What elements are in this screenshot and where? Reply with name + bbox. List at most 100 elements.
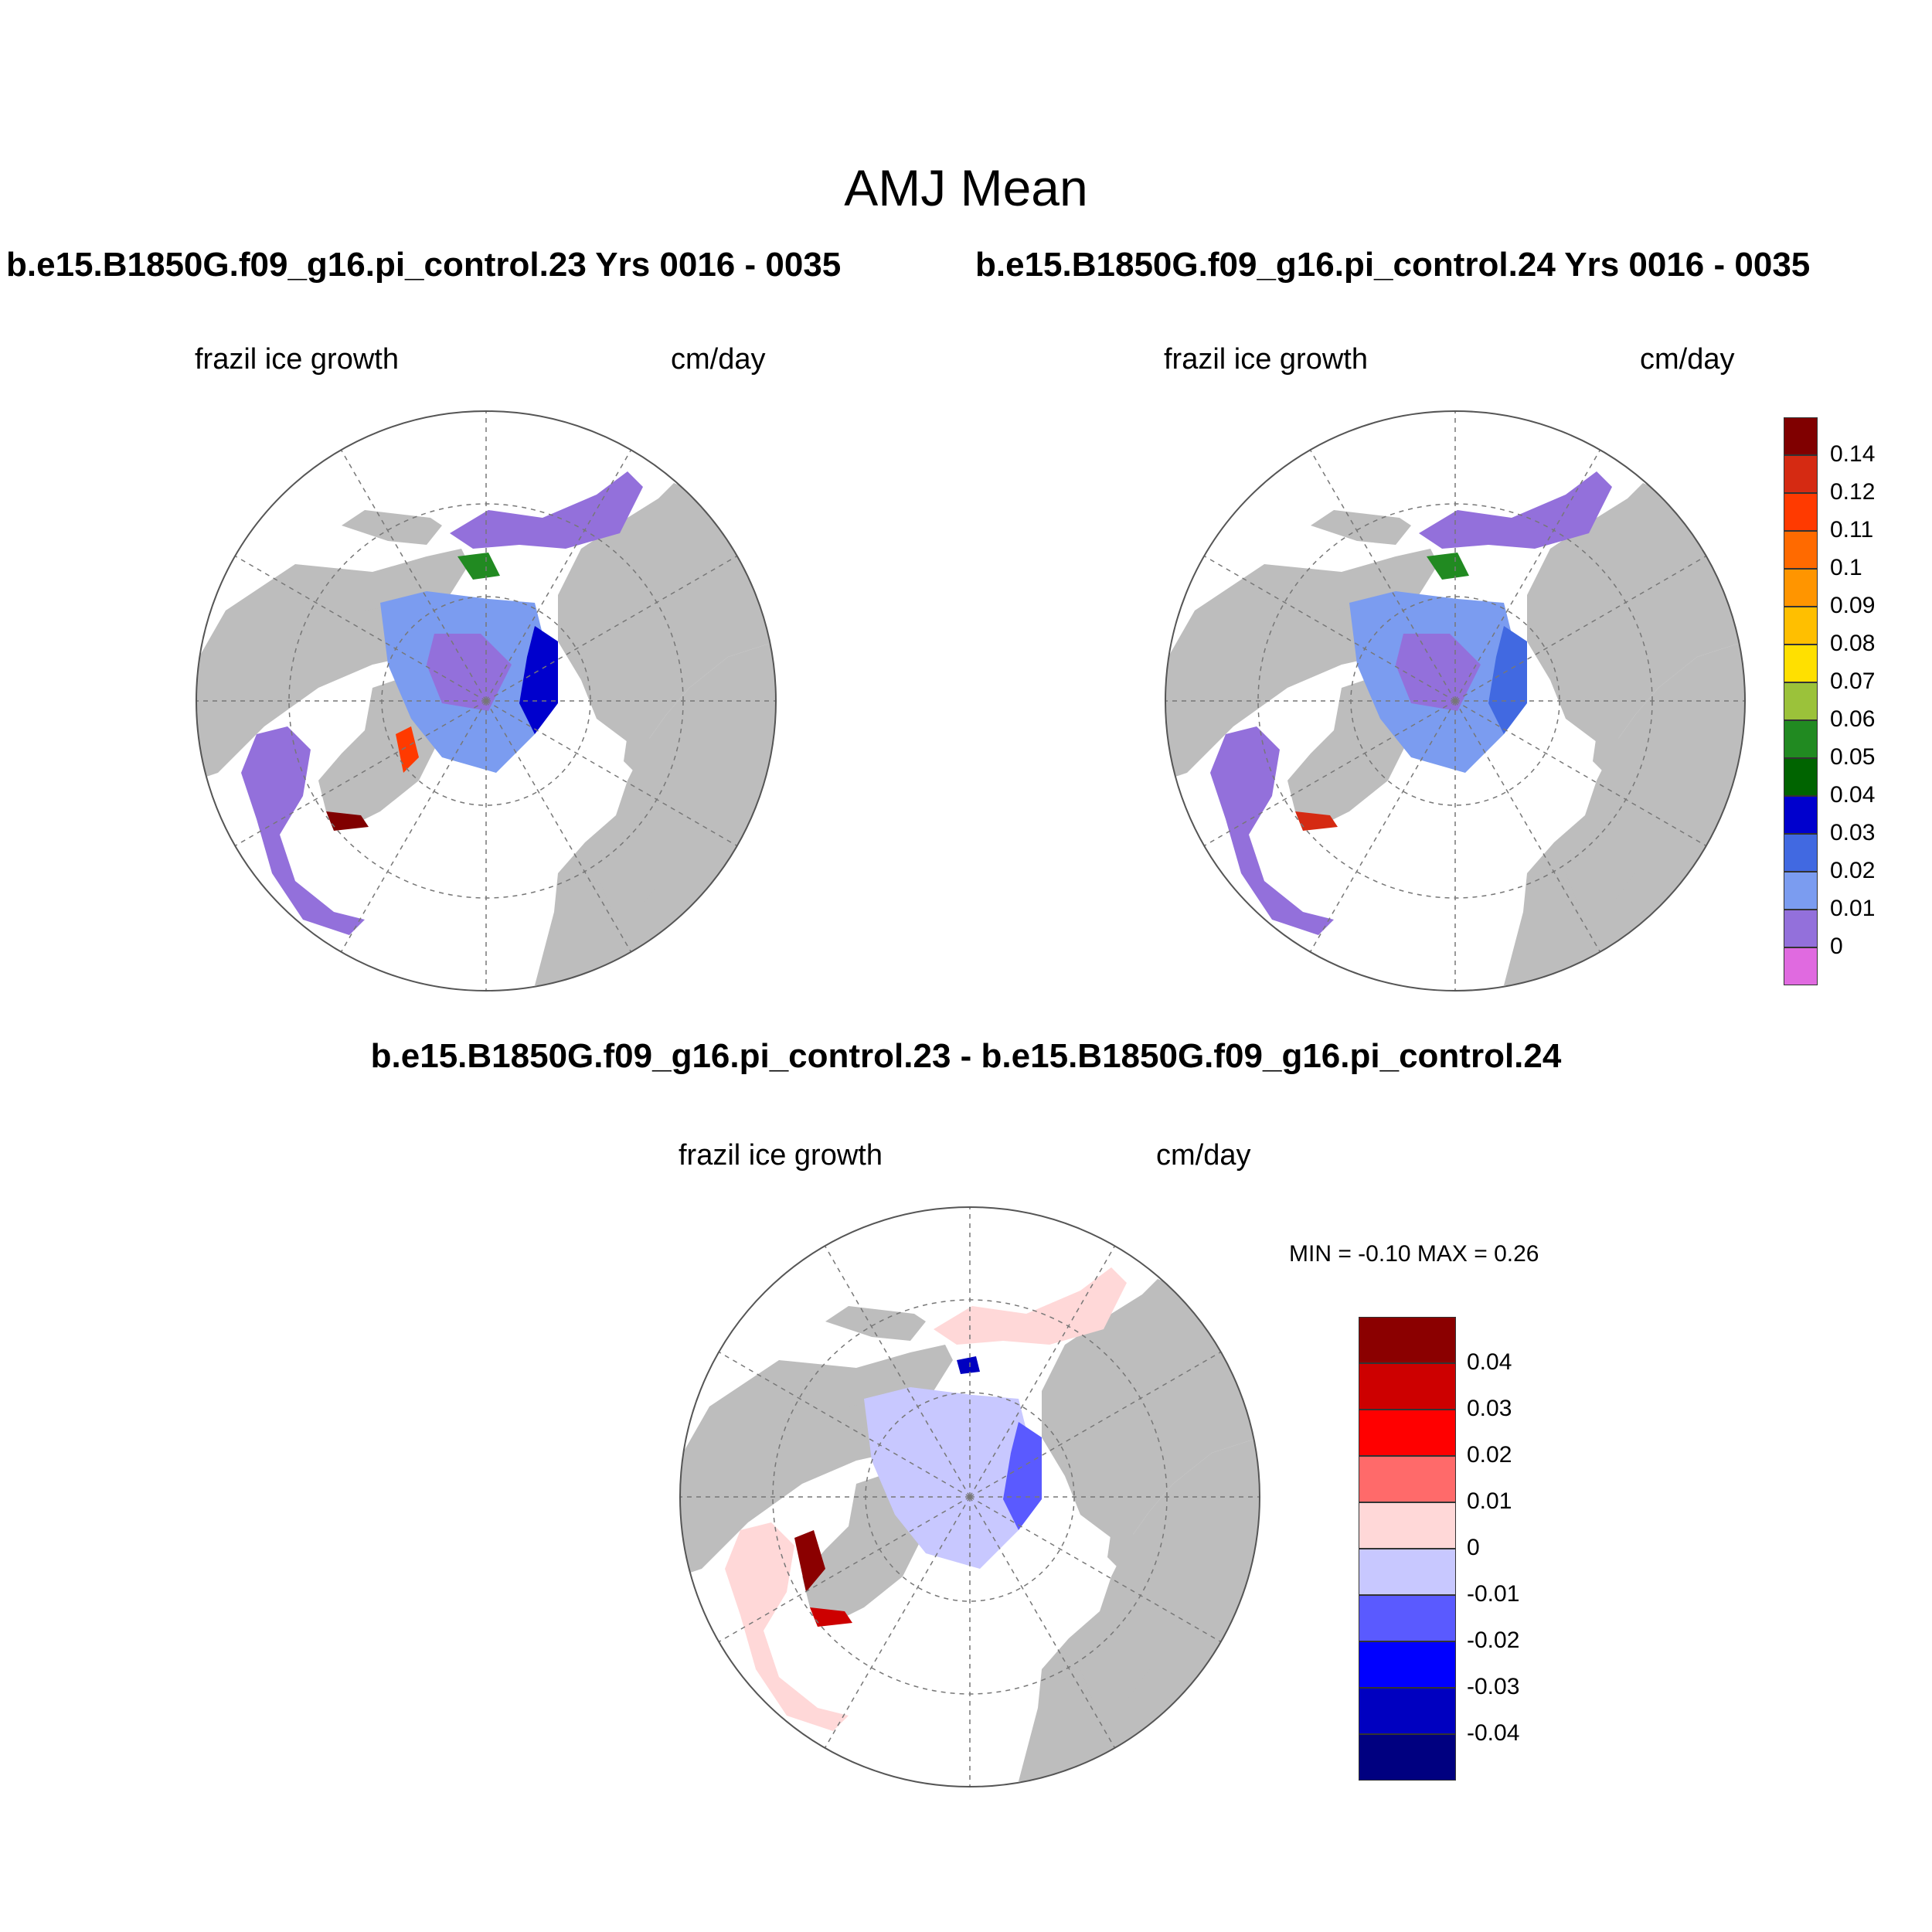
- longitude-line: [969, 1351, 1222, 1498]
- colorbar-swatch: [1784, 493, 1818, 531]
- colorbar-swatch: [1784, 531, 1818, 569]
- land-mass: [1593, 719, 1620, 773]
- sea-ice-field: [450, 471, 643, 549]
- land-mass: [1566, 842, 1635, 912]
- sea-ice-field: [326, 811, 369, 831]
- sea-ice-field: [725, 1522, 849, 1731]
- colorbar-label: 0.02: [1830, 858, 1876, 883]
- land-mass: [1311, 510, 1411, 545]
- colorbar-swatch: [1359, 1502, 1456, 1549]
- colorbar-label: -0.02: [1467, 1628, 1520, 1653]
- colorbar-label: 0.01: [1467, 1488, 1512, 1514]
- colorbar-main: 0.14 0.12 0.11 0.1 0.09 0.08 0.07 0.06 0.05 0.04 0…: [1784, 417, 1932, 989]
- sea-ice-field: [519, 626, 558, 734]
- colorbar-swatch: [1359, 1549, 1456, 1595]
- longitude-line: [969, 1245, 1116, 1498]
- colorbar-swatch: [1359, 1688, 1456, 1734]
- map-border: [196, 410, 777, 992]
- variable-label-right: frazil ice growth: [1164, 343, 1368, 376]
- colorbar-label: 0.04: [1467, 1349, 1512, 1375]
- longitude-line: [718, 1351, 971, 1498]
- sea-ice-field: [1419, 471, 1612, 549]
- colorbar-swatch: [1359, 1595, 1456, 1641]
- longitude-line: [1454, 449, 1601, 702]
- colorbar-swatch: [1784, 682, 1818, 720]
- case-title-left: b.e15.B1850G.f09_g16.pi_control.23 Yrs 0…: [6, 246, 842, 284]
- colorbar-label: 0.12: [1830, 479, 1876, 505]
- colorbar-swatch: [1359, 1734, 1456, 1781]
- land-mass: [1042, 1279, 1260, 1538]
- map-content: [196, 411, 776, 991]
- colorbar-label: 0.14: [1830, 441, 1876, 467]
- map-content: [680, 1207, 1260, 1787]
- colorbar-label: -0.01: [1467, 1581, 1520, 1607]
- min-max-readout: MIN = -0.10 MAX = 0.26: [1289, 1241, 1539, 1267]
- land-mass: [624, 719, 651, 773]
- land-mass: [558, 483, 776, 742]
- longitude-line: [234, 555, 487, 702]
- sea-ice-field: [1488, 626, 1527, 734]
- longitude-line: [485, 700, 738, 847]
- colorbar-swatch: [1359, 1456, 1456, 1502]
- longitude-line: [824, 1496, 971, 1749]
- sea-ice-field: [1396, 634, 1481, 711]
- colorbar-label: 0: [1467, 1535, 1480, 1560]
- colorbar-label: 0.04: [1830, 782, 1876, 808]
- longitude-line: [485, 449, 632, 702]
- difference-title: b.e15.B1850G.f09_g16.pi_control.23 - b.e…: [370, 1037, 1562, 1075]
- sea-ice-field: [457, 553, 500, 580]
- colorbar-label: 0.03: [1467, 1396, 1512, 1421]
- polar-map-left: [196, 410, 777, 992]
- sea-ice-field: [957, 1356, 980, 1374]
- longitude-line: [1203, 555, 1456, 702]
- colorbar-swatch: [1784, 910, 1818, 947]
- colorbar-swatch: [1784, 645, 1818, 682]
- colorbar-swatch: [1784, 758, 1818, 796]
- longitude-line: [340, 449, 487, 702]
- variable-label-left: frazil ice growth: [195, 343, 399, 376]
- colorbar-swatch: [1784, 796, 1818, 834]
- colorbar-label: 0.09: [1830, 593, 1876, 618]
- longitude-line: [234, 700, 487, 847]
- land-mass: [597, 842, 666, 912]
- sea-ice-field: [864, 1387, 1034, 1569]
- colorbar-label: 0.05: [1830, 744, 1876, 770]
- colorbar-swatch: [1359, 1317, 1456, 1363]
- colorbar-label: 0.11: [1830, 517, 1874, 543]
- colorbar-swatch: [1784, 947, 1818, 985]
- colorbar-label: 0: [1830, 934, 1843, 959]
- longitude-line: [1454, 700, 1601, 953]
- colorbar-difference: 0.04 0.03 0.02 0.01 0 -0.01 -0.02 -0.03 -0.04: [1359, 1317, 1519, 1781]
- colorbar-label: 0.03: [1830, 820, 1876, 845]
- longitude-line: [1454, 700, 1707, 847]
- longitude-line: [1309, 700, 1456, 953]
- units-label-left: cm/day: [671, 343, 766, 376]
- map-content: [1165, 411, 1745, 991]
- longitude-line: [340, 700, 487, 953]
- sea-ice-field: [1295, 811, 1338, 831]
- sea-ice-field: [794, 1530, 825, 1592]
- sea-ice-field: [241, 726, 365, 935]
- longitude-line: [485, 700, 632, 953]
- colorbar-swatch: [1784, 569, 1818, 607]
- main-title: AMJ Mean: [844, 159, 1088, 216]
- colorbar-label: 0.07: [1830, 668, 1876, 694]
- units-label-right: cm/day: [1640, 343, 1735, 376]
- sea-ice-field: [810, 1607, 852, 1627]
- land-mass: [342, 510, 442, 545]
- sea-ice-field: [1003, 1422, 1042, 1530]
- colorbar-swatch: [1784, 834, 1818, 872]
- land-mass: [1080, 1638, 1150, 1708]
- sea-ice-field: [1210, 726, 1334, 935]
- land-mass: [1107, 1515, 1134, 1569]
- polar-map-difference: [679, 1206, 1260, 1787]
- colorbar-swatch: [1784, 455, 1818, 493]
- colorbar-label: 0.01: [1830, 896, 1876, 921]
- colorbar-swatch: [1359, 1410, 1456, 1456]
- land-mass: [1527, 483, 1745, 742]
- longitude-line: [824, 1245, 971, 1498]
- colorbar-swatch: [1784, 607, 1818, 645]
- map-border: [1165, 410, 1746, 992]
- land-mass: [825, 1306, 926, 1341]
- longitude-line: [1203, 700, 1456, 847]
